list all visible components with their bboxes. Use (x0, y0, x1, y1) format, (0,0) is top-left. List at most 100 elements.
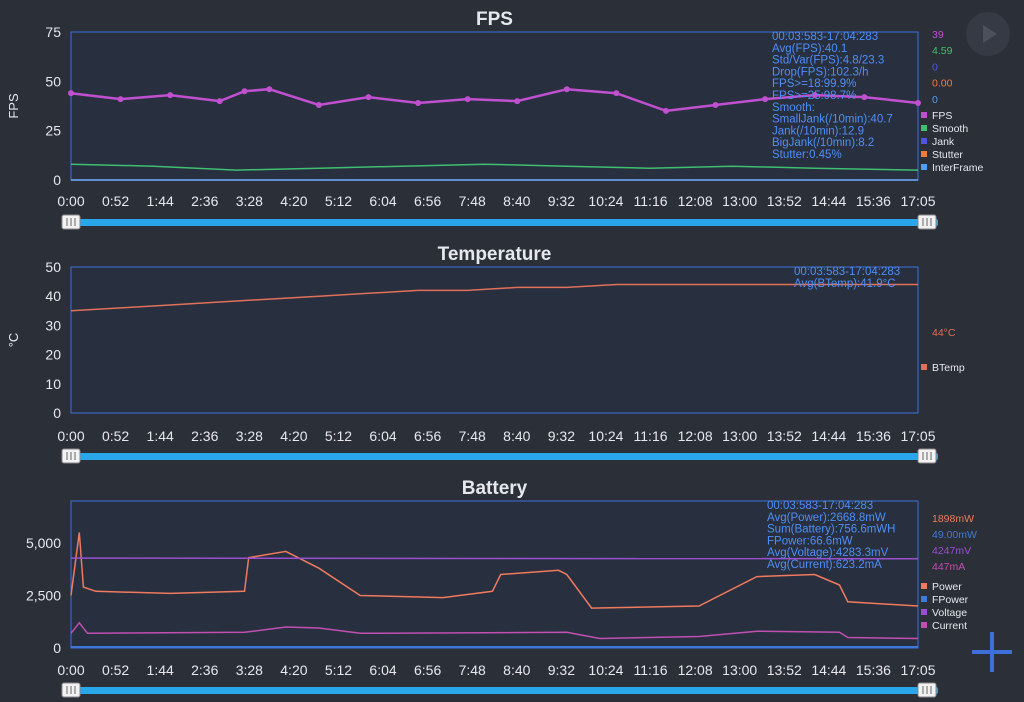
x-tick-label: 6:56 (414, 662, 441, 678)
slider-track (72, 219, 938, 226)
x-tick-label: 4:20 (280, 662, 307, 678)
chart-title: Temperature (438, 244, 552, 265)
fps-point (662, 107, 669, 114)
x-tick-label: 6:56 (414, 193, 441, 209)
chart-title: Battery (462, 478, 528, 499)
current-value: 4247mV (932, 545, 971, 557)
x-tick-label: 7:48 (459, 193, 486, 209)
legend-swatch (921, 596, 927, 602)
series-line-current (70, 621, 919, 640)
y-axis-label: °C (6, 333, 21, 348)
x-tick-label: 13:52 (767, 428, 802, 444)
x-tick-label: 13:52 (767, 662, 802, 678)
x-tick-label: 11:16 (634, 428, 668, 444)
fps-point (563, 86, 570, 93)
current-value: 4.59 (932, 45, 953, 57)
legend-swatch (921, 609, 927, 615)
stat-line: Avg(Power):2668.8mW (767, 512, 886, 524)
y-tick-label: 10 (45, 376, 61, 392)
slider-handle-end[interactable] (917, 214, 937, 230)
x-tick-label: 5:12 (325, 193, 352, 209)
y-tick-label: 0 (53, 405, 61, 421)
add-button[interactable] (970, 630, 1014, 674)
y-tick-label: 20 (45, 347, 61, 363)
fps-point (266, 86, 273, 93)
legend-swatch (921, 151, 927, 157)
x-tick-label: 12:08 (678, 662, 713, 678)
fps-point (861, 94, 868, 101)
fps-point (365, 94, 372, 101)
x-tick-label: 12:08 (678, 428, 713, 444)
series-line-voltage (70, 557, 919, 560)
x-tick-label: 2:36 (191, 428, 218, 444)
slider-handle-start[interactable] (61, 448, 81, 464)
x-tick-label: 14:44 (811, 662, 846, 678)
time-range-slider (61, 214, 938, 230)
play-button[interactable] (966, 12, 1010, 56)
fps-point (613, 90, 620, 97)
current-value: 1898mW (932, 513, 974, 525)
x-tick-label: 15:36 (856, 193, 891, 209)
fps-point (464, 96, 471, 103)
slider-handle-start[interactable] (61, 682, 81, 698)
y-tick-label: 75 (45, 24, 61, 40)
fps-point (762, 96, 769, 103)
slider-handle-end[interactable] (917, 682, 937, 698)
x-tick-label: 11:16 (634, 193, 668, 209)
x-tick-label: 0:00 (57, 428, 84, 444)
x-tick-label: 17:05 (900, 662, 935, 678)
fps-point (514, 98, 521, 105)
current-value: 49.00mW (932, 529, 977, 541)
stat-line: Avg(Voltage):4283.3mV (767, 547, 889, 559)
fps-point (216, 98, 223, 105)
stat-line: 00:03:583-17:04:283 (767, 500, 873, 512)
legend-swatch (921, 364, 927, 370)
legend-entry: Power (932, 581, 962, 593)
play-icon (983, 25, 997, 43)
y-tick-label: 0 (53, 172, 61, 188)
y-tick-label: 50 (45, 73, 61, 89)
current-value: 0 (932, 94, 938, 106)
plot-area (70, 500, 919, 649)
x-tick-label: 7:48 (459, 662, 486, 678)
x-tick-label: 0:52 (102, 662, 129, 678)
series-line-smooth (70, 163, 919, 171)
fps-point (241, 88, 248, 95)
legend-entry: FPower (932, 594, 969, 606)
fps-point (415, 100, 422, 107)
stat-line: 00:03:583-17:04:283 (794, 266, 900, 278)
stat-line: FPower:66.6mW (767, 535, 853, 547)
x-tick-label: 4:20 (280, 193, 307, 209)
x-tick-label: 0:52 (102, 193, 129, 209)
y-tick-label: 25 (45, 123, 61, 139)
y-tick-label: 40 (45, 288, 61, 304)
chart-fps: FPS FPS 0 25 50 75 0:00 0:52 1:44 2:36 3:28 4:20 5:1… (6, 9, 984, 230)
slider-track (72, 687, 938, 694)
y-axis-label: FPS (6, 93, 21, 119)
chart-battery: Battery 0 2,500 5,000 0:00 0:52 1:44 2:36 3:28 4:… (26, 478, 977, 698)
chart-title: FPS (476, 9, 513, 30)
legend-entry: BTemp (932, 362, 965, 374)
current-value: 39 (932, 29, 944, 41)
chart-temperature: Temperature °C 0 10 20 30 40 50 0:00 0:52 1:44 2:36… (6, 244, 965, 464)
x-tick-label: 4:20 (280, 428, 307, 444)
plot-area (70, 31, 919, 181)
slider-handle-start[interactable] (61, 214, 81, 230)
x-tick-label: 10:24 (588, 662, 623, 678)
legend-entry: InterFrame (932, 162, 984, 174)
x-tick-label: 14:44 (811, 428, 846, 444)
x-tick-label: 13:00 (722, 428, 757, 444)
x-tick-label: 13:00 (722, 193, 757, 209)
x-tick-label: 7:48 (459, 428, 486, 444)
fps-point (915, 100, 921, 107)
fps-point (68, 90, 74, 97)
legend-entry: Voltage (932, 607, 967, 619)
x-tick-label: 15:36 (856, 662, 891, 678)
slider-handle-end[interactable] (917, 448, 937, 464)
stat-line: Avg(Current):623.2mA (767, 559, 882, 571)
y-tick-label: 0 (53, 640, 61, 656)
x-tick-label: 17:05 (900, 193, 935, 209)
stat-line: FPS>=18:99.9% (772, 78, 856, 90)
stat-line: Std/Var(FPS):4.8/23.3 (772, 55, 884, 67)
